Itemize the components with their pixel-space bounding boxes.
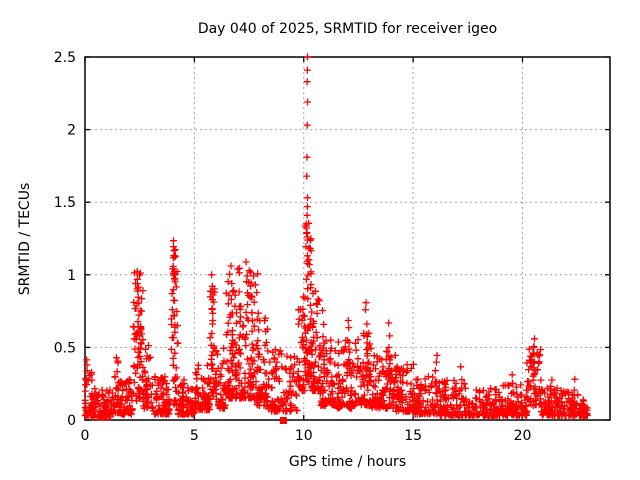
y-tick-label: 0 (67, 413, 76, 429)
y-tick-label: 0.5 (54, 340, 76, 356)
x-tick-label: 10 (295, 428, 313, 444)
chart-title: Day 040 of 2025, SRMTID for receiver ige… (197, 21, 498, 37)
x-axis-label: GPS time / hours (288, 454, 407, 470)
y-tick-label: 1 (67, 268, 76, 284)
x-tick-label: 5 (190, 428, 199, 444)
x-tick-label: 15 (404, 428, 422, 444)
x-tick-label: 0 (81, 428, 90, 444)
y-tick-label: 1.5 (54, 195, 76, 211)
plot-border (84, 56, 611, 421)
y-tick-label: 2 (67, 123, 76, 139)
scatter-points (81, 53, 591, 421)
y-tick-label: 2.5 (54, 50, 76, 66)
x-tick-label: 20 (514, 428, 532, 444)
gap-marker-square (279, 417, 287, 424)
